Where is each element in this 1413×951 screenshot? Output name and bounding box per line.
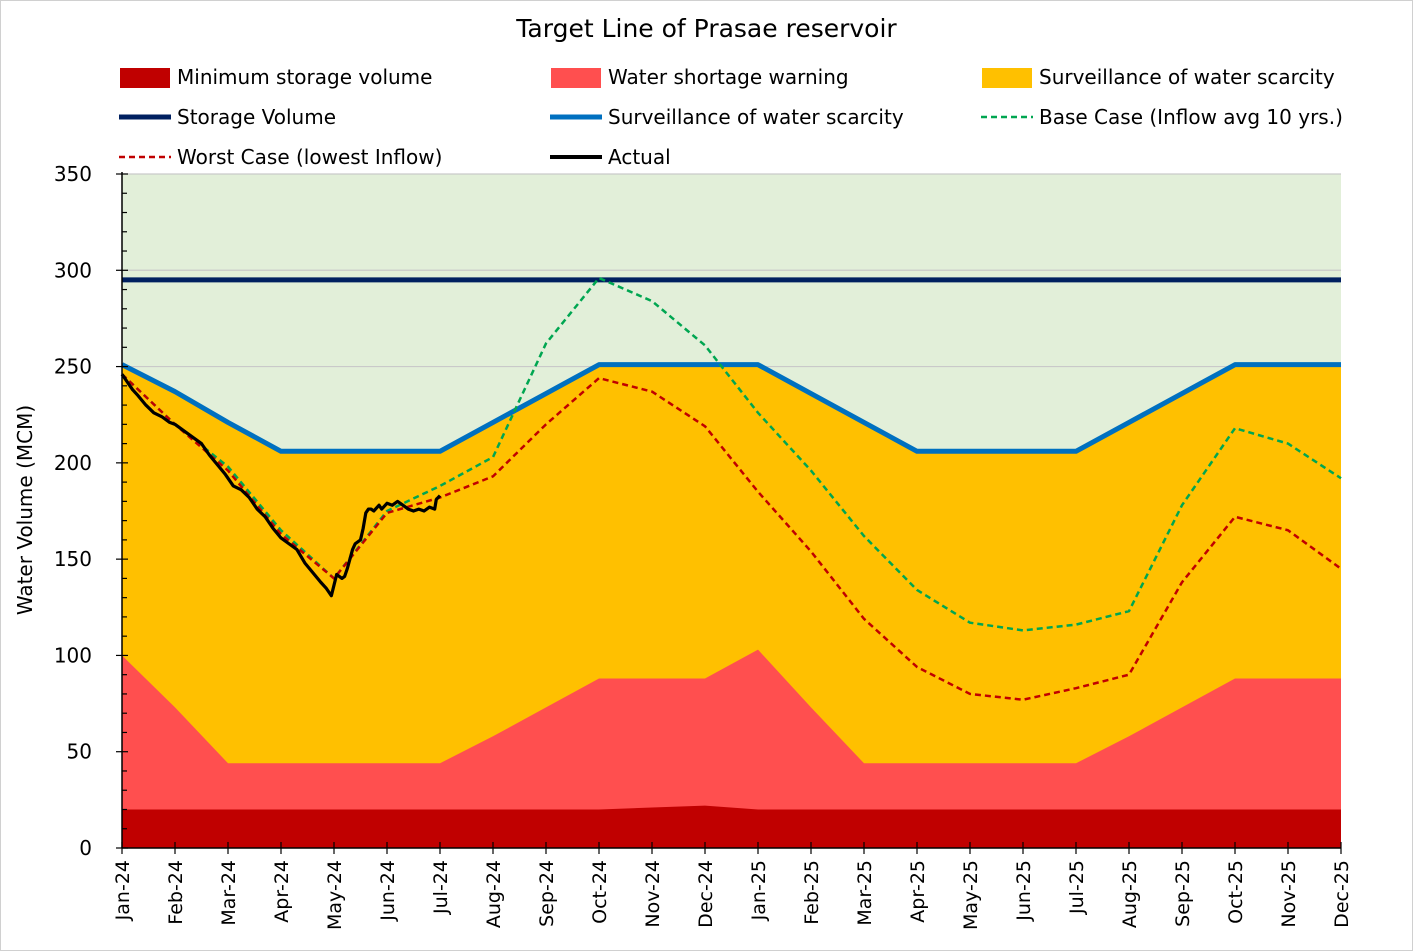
legend-label: Surveillance of water scarcity — [608, 105, 904, 129]
legend-item-actual: Actual — [550, 142, 671, 172]
area-water-shortage-warning — [122, 649, 1341, 848]
legend-swatch-mark — [120, 68, 170, 88]
legend-item-water-shortage-warning: Water shortage warning — [550, 62, 849, 92]
legend-label: Base Case (Inflow avg 10 yrs.) — [1039, 105, 1343, 129]
line-worst-case-lowest-inflow — [121, 373, 1342, 701]
y-tick-label: 150 — [54, 547, 92, 571]
legend-swatch-mark — [551, 68, 601, 88]
y-axis-label: Water Volume (MCM) — [13, 404, 37, 616]
y-tick-label: 50 — [67, 740, 92, 764]
legend-item-worst-case-lowest-inflow: Worst Case (lowest Inflow) — [119, 142, 442, 172]
legend-swatch — [120, 68, 170, 88]
legend-label: Actual — [608, 145, 671, 169]
legend-item-storage-volume: Storage Volume — [119, 102, 336, 132]
x-tick-label: Oct-24 — [589, 860, 611, 924]
legend-label: Worst Case (lowest Inflow) — [177, 145, 443, 169]
x-tick-label: Jul-25 — [1066, 860, 1088, 915]
x-tick-label: Feb-25 — [801, 860, 823, 925]
x-tick-label: Sep-25 — [1172, 860, 1194, 927]
legend-label: Surveillance of water scarcity — [1039, 65, 1335, 89]
x-tick-label: Aug-24 — [483, 860, 505, 928]
x-tick-label: Jan-24 — [112, 860, 134, 921]
legend-item-minimum-storage-volume: Minimum storage volume — [119, 62, 432, 92]
x-tick-label: Apr-24 — [271, 860, 293, 923]
y-tick-label: 200 — [54, 451, 92, 475]
x-tick-label: Oct-25 — [1225, 860, 1247, 924]
x-tick-label: Nov-25 — [1278, 860, 1300, 928]
area-surveillance-of-water-scarcity — [122, 364, 1341, 848]
x-tick-label: Jun-24 — [377, 860, 399, 922]
x-tick-label: Sep-24 — [536, 860, 558, 927]
x-tick-label: Nov-24 — [642, 860, 664, 928]
legend-swatch — [550, 155, 602, 159]
line-surveillance-of-water-scarcity — [120, 362, 1341, 454]
legend-swatch — [982, 68, 1032, 88]
y-tick-label: 100 — [54, 643, 92, 667]
y-tick-label: 350 — [54, 162, 92, 186]
y-tick-label: 300 — [54, 258, 92, 282]
line-actual — [120, 373, 442, 598]
legend-item-surveillance-of-water-scarcity: Surveillance of water scarcity — [550, 102, 904, 132]
legend-swatch — [551, 68, 601, 88]
y-tick-label: 0 — [79, 836, 92, 860]
area-minimum-storage-volume — [122, 805, 1341, 848]
x-tick-label: Jul-24 — [430, 860, 452, 915]
legend-swatch-mark — [982, 68, 1032, 88]
legend-swatch — [119, 114, 171, 120]
legend-item-base-case-inflow-avg-10-yrs: Base Case (Inflow avg 10 yrs.) — [981, 102, 1343, 132]
x-tick-label: Mar-24 — [218, 860, 240, 926]
legend-label: Water shortage warning — [608, 65, 849, 89]
x-tick-label: Dec-24 — [695, 860, 717, 928]
x-tick-label: May-25 — [960, 860, 982, 930]
chart-title: Target Line of Prasae reservoir — [516, 14, 897, 43]
x-tick-label: Feb-24 — [165, 860, 187, 925]
legend-swatch — [981, 115, 1033, 119]
legend-swatch — [119, 155, 171, 159]
x-tick-label: Apr-25 — [907, 860, 929, 923]
x-tick-label: Jan-25 — [748, 860, 770, 921]
legend-label: Storage Volume — [177, 105, 336, 129]
x-tick-label: Jun-25 — [1013, 860, 1035, 922]
legend-swatch — [550, 114, 602, 120]
legend-item-surveillance-of-water-scarcity: Surveillance of water scarcity — [981, 62, 1335, 92]
y-tick-label: 250 — [54, 355, 92, 379]
x-tick-label: May-24 — [324, 860, 346, 930]
x-tick-label: Dec-25 — [1331, 860, 1353, 928]
x-tick-label: Aug-25 — [1119, 860, 1141, 928]
x-tick-label: Mar-25 — [854, 860, 876, 926]
legend-label: Minimum storage volume — [177, 65, 433, 89]
